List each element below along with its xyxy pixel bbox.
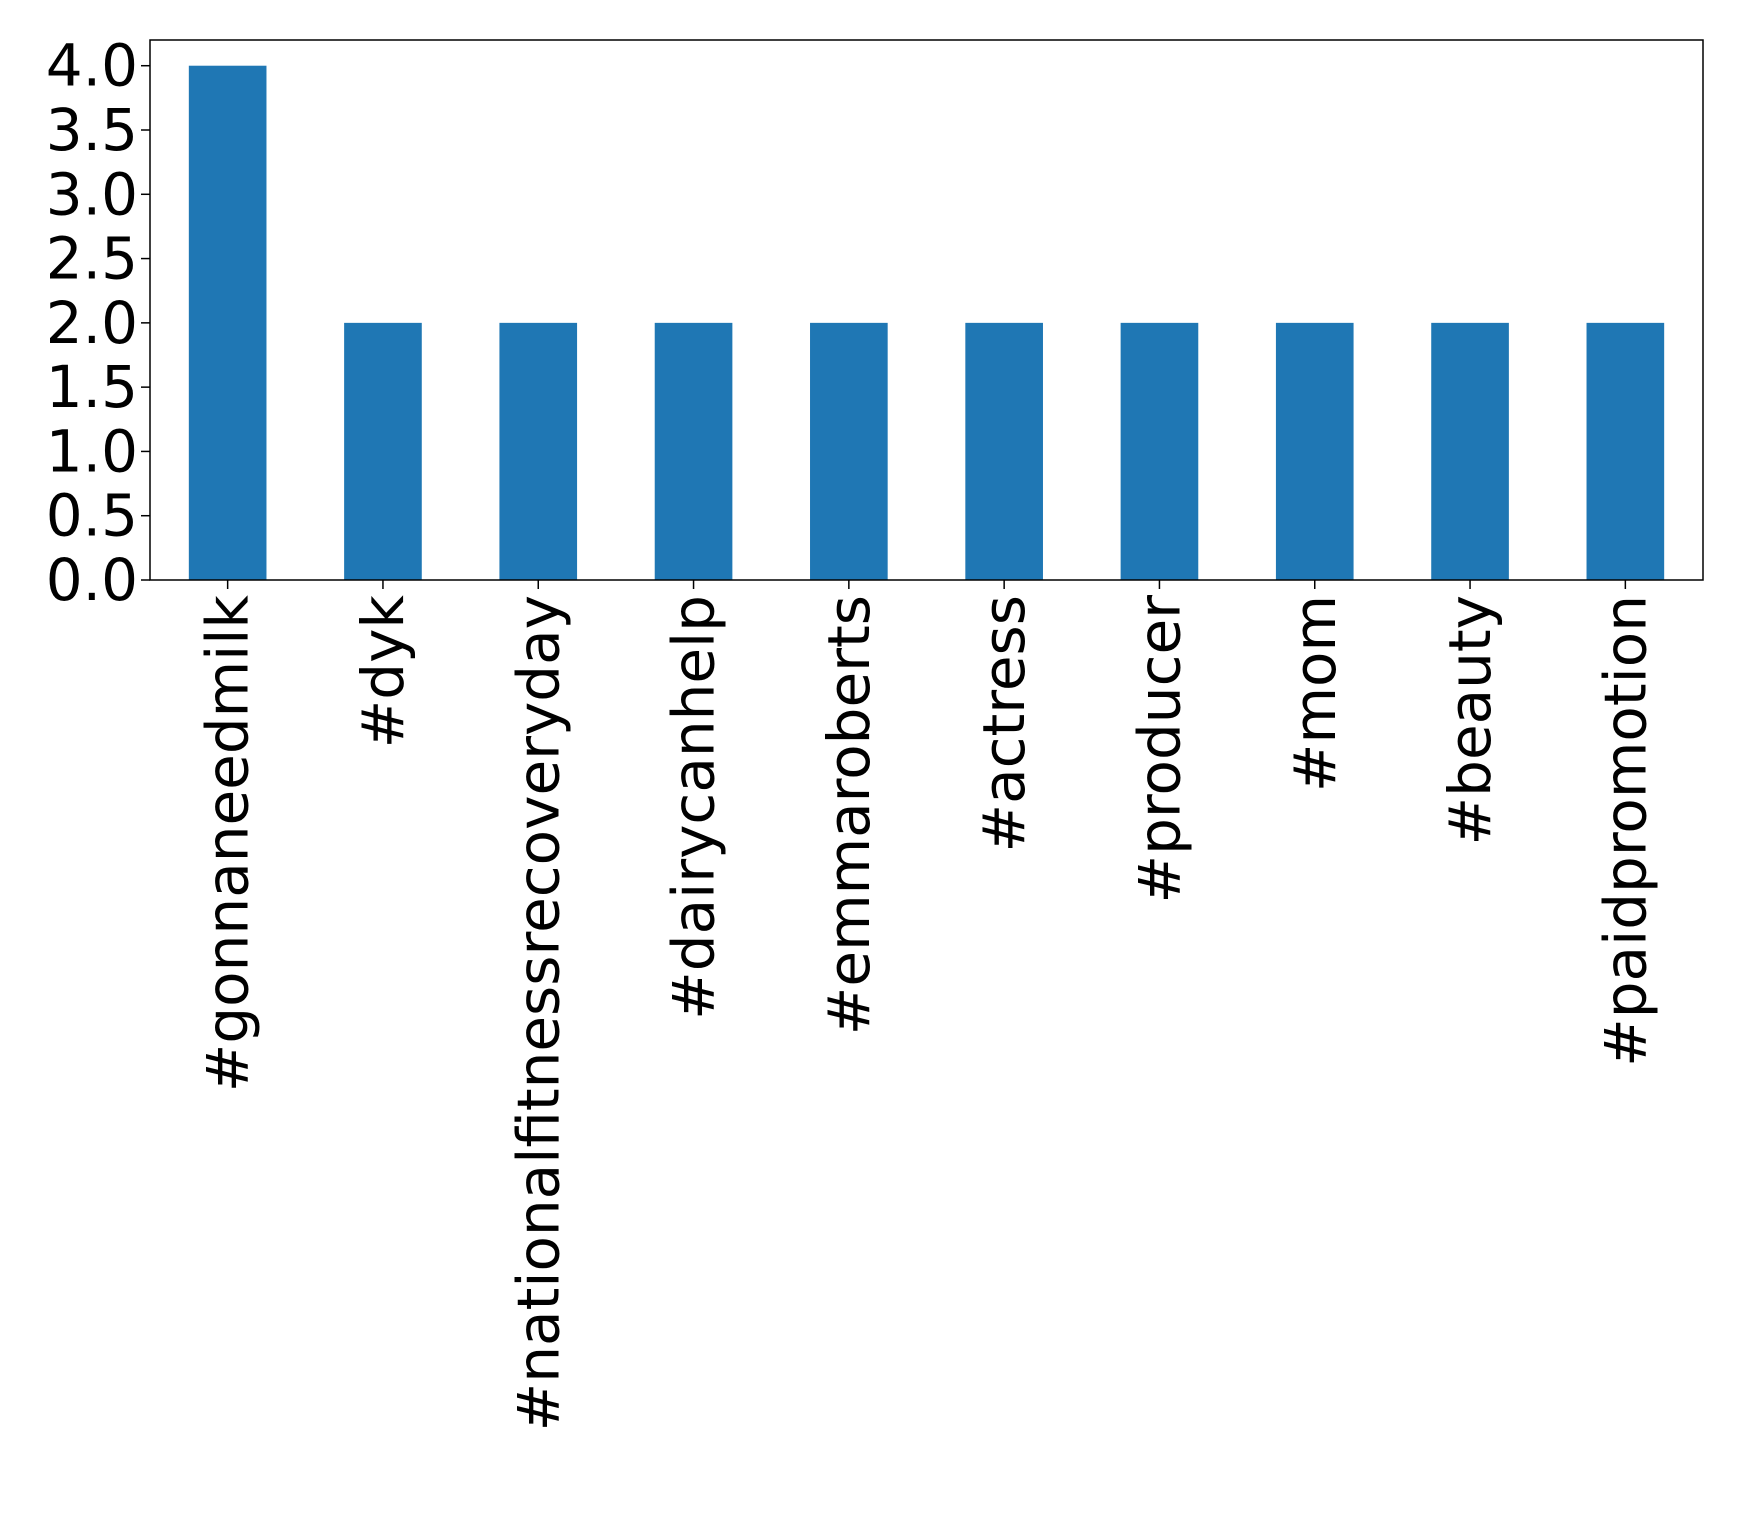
axes-frame bbox=[149, 39, 1704, 581]
bar-gonnaneedmilk bbox=[188, 65, 267, 580]
bar-dyk bbox=[344, 322, 422, 580]
x-tick-label-producer: #producer bbox=[1125, 595, 1193, 904]
bar-dairycanhelp bbox=[654, 322, 733, 580]
bar-paidpromotion bbox=[1586, 322, 1665, 580]
x-tick-label-emmaroberts: #emmaroberts bbox=[815, 595, 883, 1035]
bar-emmaroberts bbox=[810, 322, 888, 580]
x-tick-label-paidpromotion: #paidpromotion bbox=[1591, 595, 1659, 1067]
bar-actress bbox=[965, 322, 1043, 580]
y-tick-label: 1.0 bbox=[46, 417, 138, 485]
x-axis-ticks: #gonnaneedmilk #dyk #nationalfitnessrecove… bbox=[194, 580, 1659, 1431]
x-tick-label-beauty: #beauty bbox=[1436, 595, 1504, 845]
bar-producer bbox=[1120, 322, 1199, 580]
y-tick-label: 2.0 bbox=[46, 289, 138, 357]
x-tick-label-gonnaneedmilk: #gonnaneedmilk bbox=[194, 595, 262, 1093]
bar-mom bbox=[1275, 322, 1354, 580]
x-tick-label-nationalfitnessrecoveryday: #nationalfitnessrecoveryday bbox=[504, 595, 572, 1431]
bar-beauty bbox=[1431, 322, 1509, 580]
y-tick-label: 0.0 bbox=[46, 546, 138, 614]
y-tick-label: 3.5 bbox=[46, 96, 138, 164]
x-tick-label-dyk: #dyk bbox=[349, 595, 417, 749]
bar-nationalfitnessrecoveryday bbox=[499, 322, 578, 580]
y-tick-label: 0.5 bbox=[46, 482, 138, 550]
x-tick-label-actress: #actress bbox=[970, 595, 1038, 852]
x-tick-label-dairycanhelp: #dairycanhelp bbox=[660, 595, 728, 1020]
bars-group bbox=[188, 65, 1665, 580]
x-tick-label-mom: #mom bbox=[1281, 595, 1349, 792]
y-axis-ticks: 0.00.51.01.52.02.53.03.54.0 bbox=[46, 32, 150, 614]
y-tick-label: 3.0 bbox=[46, 160, 138, 228]
y-tick-label: 2.5 bbox=[46, 225, 138, 293]
y-tick-label: 1.5 bbox=[46, 353, 138, 421]
y-tick-label: 4.0 bbox=[46, 32, 138, 100]
